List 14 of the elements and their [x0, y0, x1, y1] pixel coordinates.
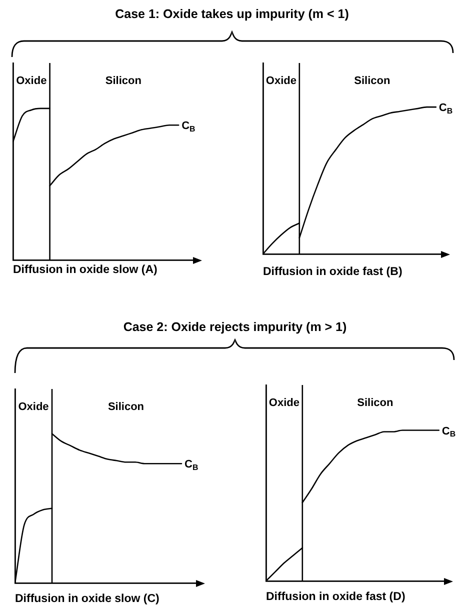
text: Case 2: Oxide rejects impurity (m > 1) [123, 320, 347, 335]
x-axis-title: Diffusion in oxide fast (D) [266, 591, 406, 604]
text: Oxide [18, 401, 49, 414]
text: Silicon [108, 401, 144, 414]
text: Case 1: Oxide takes up impurity (m < 1) [115, 7, 349, 22]
text: Silicon [105, 75, 142, 88]
x-axis-title: Diffusion in oxide slow (A) [13, 264, 158, 276]
text: Silicon [357, 397, 394, 410]
x-axis-title: Diffusion in oxide slow (C) [15, 593, 160, 606]
text: Oxide [266, 75, 296, 88]
text: Oxide [268, 397, 300, 410]
text: Silicon [354, 75, 391, 88]
x-axis-title: Diffusion in oxide fast (B) [263, 266, 402, 278]
text: Oxide [16, 75, 47, 88]
